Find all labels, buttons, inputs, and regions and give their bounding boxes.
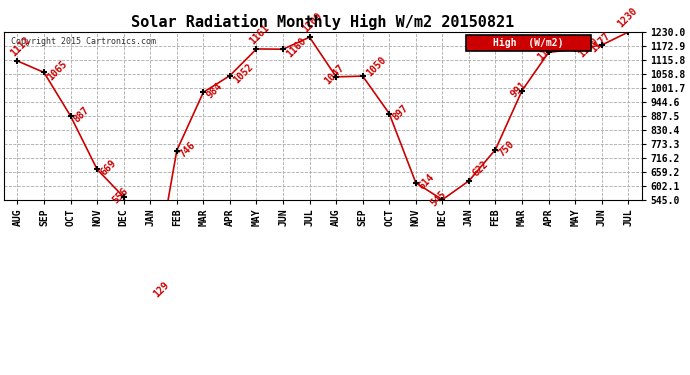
Text: 622: 622 <box>471 159 490 178</box>
Text: 750: 750 <box>497 138 516 158</box>
Text: 1177: 1177 <box>589 31 612 55</box>
Text: 1047: 1047 <box>323 63 346 87</box>
Text: 1147: 1147 <box>535 39 559 62</box>
Text: 1112: 1112 <box>8 35 32 58</box>
Text: 984: 984 <box>205 81 224 101</box>
Text: 1161: 1161 <box>247 23 271 46</box>
Text: 1160: 1160 <box>576 35 600 59</box>
FancyBboxPatch shape <box>466 34 591 51</box>
Text: 1209: 1209 <box>300 11 324 35</box>
Text: 897: 897 <box>391 103 410 122</box>
Text: 1052: 1052 <box>231 62 255 86</box>
Text: 614: 614 <box>417 172 437 191</box>
Text: 1065: 1065 <box>46 58 69 82</box>
Text: 1050: 1050 <box>364 55 388 79</box>
Text: 669: 669 <box>99 158 118 178</box>
Text: Copyright 2015 Cartronics.com: Copyright 2015 Cartronics.com <box>10 37 155 46</box>
Text: 129: 129 <box>152 279 171 299</box>
Text: 991: 991 <box>509 80 529 99</box>
Text: 1230: 1230 <box>615 6 639 30</box>
Text: 545: 545 <box>429 189 448 208</box>
Title: Solar Radiation Monthly High W/m2 20150821: Solar Radiation Monthly High W/m2 201508… <box>131 13 515 30</box>
Text: 1160: 1160 <box>284 35 308 59</box>
Text: 556: 556 <box>110 186 130 206</box>
Text: High  (W/m2): High (W/m2) <box>493 38 564 48</box>
Text: 887: 887 <box>72 105 91 125</box>
Text: 746: 746 <box>178 140 197 159</box>
